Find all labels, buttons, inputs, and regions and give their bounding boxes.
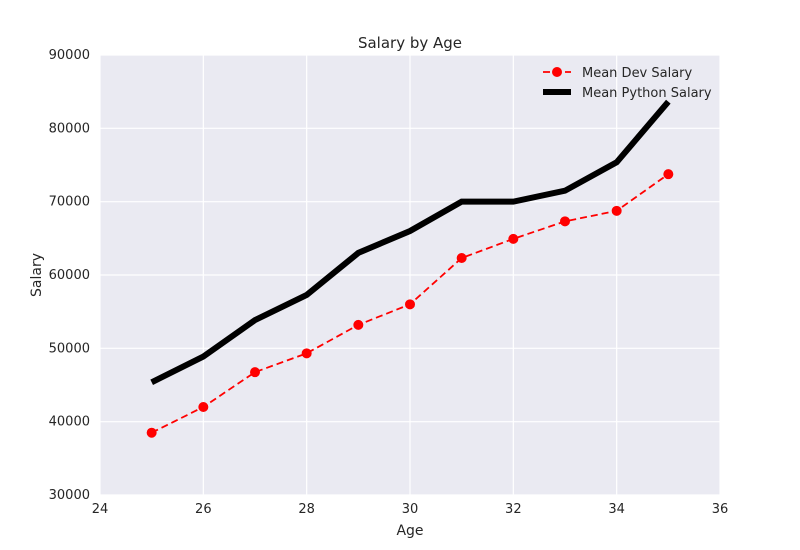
legend-label-dev-salary: Mean Dev Salary [582, 66, 693, 81]
x-tick-label: 28 [298, 502, 315, 517]
y-tick-label: 40000 [49, 415, 90, 430]
grid-lines [99, 54, 721, 496]
y-tick-labels: 30000 40000 50000 60000 70000 80000 90000 [49, 48, 90, 503]
x-tick-labels: 24 26 28 30 32 34 36 [92, 502, 729, 517]
dev-salary-point [663, 169, 674, 180]
y-tick-label: 80000 [49, 121, 90, 136]
y-axis-label: Salary [29, 253, 45, 297]
y-tick-label: 30000 [49, 488, 90, 503]
dev-salary-point [456, 253, 467, 264]
dev-salary-point [405, 299, 415, 310]
x-tick-label: 30 [402, 502, 419, 517]
chart-title: Salary by Age [358, 34, 462, 52]
y-tick-label: 50000 [49, 341, 90, 356]
x-axis-label: Age [396, 523, 423, 539]
dev-salary-point [301, 348, 312, 359]
dev-salary-point [250, 367, 260, 378]
legend-item-dev-salary: Mean Dev Salary [543, 66, 693, 81]
dev-salary-point [146, 427, 157, 438]
dev-salary-point [560, 216, 570, 227]
dev-salary-point [353, 319, 364, 330]
y-tick-label: 60000 [49, 268, 90, 283]
legend-marker-dev-salary [552, 67, 562, 77]
y-tick-label: 70000 [49, 195, 90, 210]
series-group [146, 99, 674, 438]
dev-salary-point [198, 402, 209, 412]
dev-salary-point [508, 233, 519, 244]
legend-item-python-salary: Mean Python Salary [543, 86, 712, 101]
x-tick-label: 24 [92, 502, 109, 517]
legend-label-python-salary: Mean Python Salary [582, 86, 712, 101]
legend: Mean Dev Salary Mean Python Salary [543, 66, 712, 101]
x-tick-label: 32 [505, 502, 522, 517]
x-tick-label: 26 [195, 502, 212, 517]
python-salary-line [150, 99, 671, 385]
x-tick-label: 34 [608, 502, 625, 517]
y-tick-label: 90000 [49, 48, 90, 63]
x-tick-label: 36 [712, 502, 729, 517]
dev-salary-point [611, 205, 622, 216]
